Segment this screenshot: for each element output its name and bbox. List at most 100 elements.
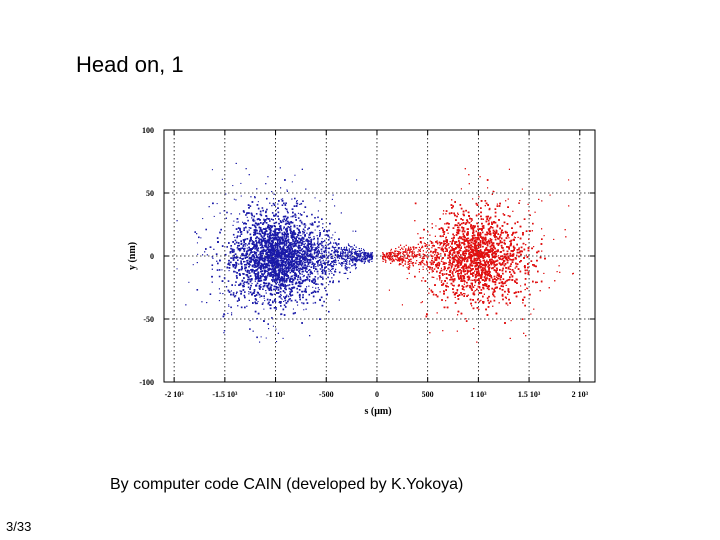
- scatter-point: [283, 231, 286, 234]
- scatter-point: [217, 262, 219, 265]
- scatter-point: [276, 278, 279, 280]
- scatter-point: [311, 261, 313, 263]
- scatter-point: [232, 265, 235, 268]
- scatter-point: [208, 206, 210, 208]
- scatter-point: [241, 265, 243, 267]
- scatter-point: [202, 218, 204, 220]
- scatter-point: [292, 238, 294, 241]
- scatter-point: [243, 254, 246, 257]
- scatter-point: [258, 256, 260, 259]
- scatter-point: [273, 251, 276, 253]
- scatter-point: [221, 269, 223, 271]
- scatter-point: [361, 256, 363, 258]
- scatter-point: [276, 275, 279, 277]
- scatter-point: [314, 267, 316, 269]
- scatter-point: [260, 242, 263, 244]
- scatter-point: [198, 236, 200, 239]
- scatter-point: [305, 257, 307, 259]
- scatter-point: [256, 245, 258, 248]
- scatter-point: [292, 262, 295, 265]
- scatter-point: [278, 262, 280, 264]
- scatter-point: [328, 247, 331, 250]
- scatter-point: [354, 264, 356, 266]
- scatter-point: [271, 244, 273, 247]
- scatter-point: [230, 213, 232, 215]
- scatter-point: [248, 207, 250, 209]
- scatter-point: [280, 250, 282, 252]
- scatter-point: [306, 261, 309, 263]
- scatter-point: [316, 248, 318, 250]
- scatter-point: [309, 243, 311, 246]
- scatter-point: [264, 220, 266, 223]
- scatter-point: [273, 264, 276, 266]
- scatter-point: [297, 285, 300, 287]
- scatter-point: [283, 304, 286, 306]
- scatter-point: [283, 257, 285, 259]
- scatter-point: [284, 269, 286, 271]
- scatter-point: [258, 280, 261, 282]
- scatter-point: [285, 256, 287, 258]
- scatter-point: [280, 301, 282, 303]
- scatter-point: [359, 259, 361, 261]
- scatter-point: [284, 261, 287, 264]
- scatter-point: [296, 202, 299, 205]
- scatter-point: [282, 279, 284, 282]
- scatter-point: [227, 280, 230, 282]
- scatter-point: [219, 212, 221, 214]
- scatter-point: [280, 198, 282, 200]
- scatter-point: [269, 299, 271, 301]
- scatter-point: [259, 254, 262, 256]
- scatter-point: [244, 222, 246, 224]
- scatter-point: [295, 264, 297, 267]
- scatter-point: [265, 222, 268, 224]
- scatter-point: [247, 219, 249, 222]
- scatter-point: [371, 254, 373, 256]
- scatter-point: [312, 258, 314, 260]
- scatter-point: [279, 286, 282, 289]
- scatter-point: [279, 265, 281, 267]
- scatter-point: [233, 198, 235, 200]
- scatter-point: [274, 214, 277, 217]
- scatter-point: [285, 235, 288, 238]
- scatter-point: [287, 275, 289, 277]
- scatter-point: [340, 263, 342, 265]
- scatter-point: [205, 248, 207, 250]
- scatter-point: [302, 270, 304, 273]
- scatter-point: [274, 255, 276, 258]
- scatter-point: [289, 298, 291, 300]
- scatter-point: [239, 257, 241, 259]
- scatter-point: [246, 281, 249, 283]
- scatter-point: [352, 230, 354, 232]
- scatter-point: [293, 215, 295, 217]
- scatter-point: [304, 230, 306, 232]
- scatter-point: [282, 290, 285, 292]
- scatter-point: [240, 260, 242, 262]
- scatter-point: [216, 269, 219, 271]
- scatter-point: [286, 230, 288, 233]
- scatter-point: [279, 283, 281, 285]
- scatter-point: [307, 247, 309, 249]
- scatter-point: [298, 244, 300, 247]
- scatter-point: [257, 277, 260, 280]
- scatter-point: [237, 259, 239, 261]
- scatter-point: [229, 264, 231, 266]
- scatter-point: [299, 257, 301, 260]
- scatter-point: [345, 249, 347, 251]
- scatter-point: [257, 272, 260, 275]
- scatter-point: [242, 289, 245, 291]
- scatter-point: [196, 262, 198, 264]
- scatter-point: [264, 276, 266, 278]
- scatter-point: [278, 269, 280, 271]
- scatter-point: [228, 242, 230, 244]
- scatter-point: [270, 244, 272, 246]
- scatter-point: [308, 262, 310, 264]
- scatter-point: [362, 256, 364, 258]
- scatter-point: [328, 252, 330, 254]
- scatter-point: [228, 305, 230, 307]
- scatter-point: [244, 247, 246, 250]
- scatter-point: [290, 247, 292, 249]
- scatter-point: [270, 257, 273, 260]
- scatter-point: [357, 253, 359, 255]
- scatter-point: [317, 252, 319, 254]
- scatter-point: [211, 268, 213, 270]
